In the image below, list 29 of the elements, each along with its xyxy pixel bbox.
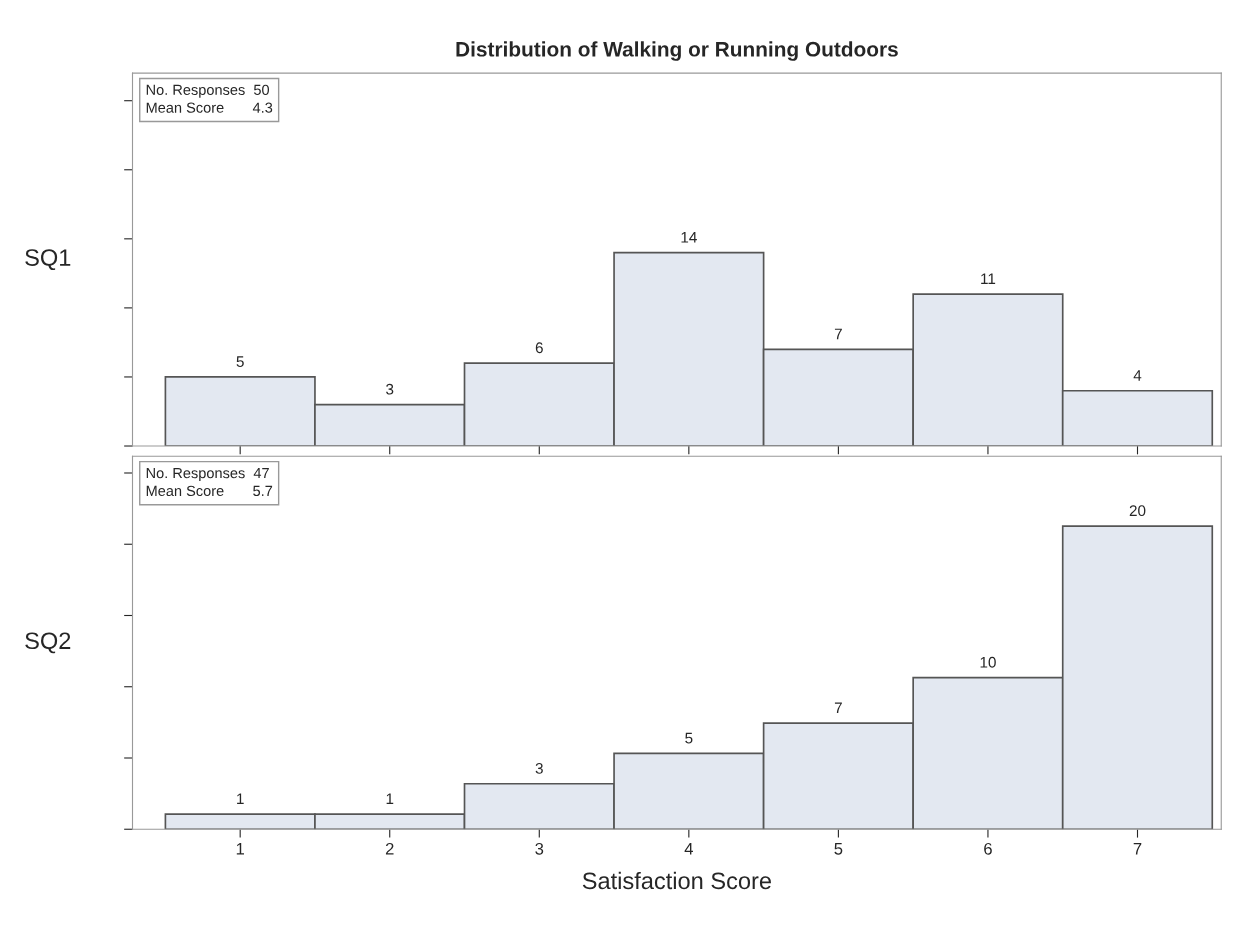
x-axis-title: Satisfaction Score: [582, 871, 771, 890]
data-label: 11: [981, 273, 996, 284]
data-label: 14: [681, 232, 697, 243]
data-label: 6: [535, 342, 543, 354]
data-label: 4: [1133, 370, 1142, 381]
data-label: 10: [980, 656, 996, 668]
x-tick-label: 6: [984, 842, 992, 855]
chart-title: Distribution of Walking or Running Outdoors: [456, 41, 898, 61]
data-label: 7: [834, 702, 842, 714]
data-label: 3: [535, 762, 543, 774]
data-label: 1: [237, 793, 244, 804]
x-tick-label: 7: [1133, 843, 1142, 855]
data-label: 3: [386, 383, 394, 395]
y-axis-title: SQ1: [25, 249, 71, 271]
annotation: No. Responses 50: [146, 84, 270, 98]
data-label: 1: [386, 793, 394, 804]
annotation: Mean Score 4.3: [146, 102, 273, 113]
y-axis-title: SQ2: [25, 632, 71, 654]
data-label: 5: [236, 356, 244, 367]
x-tick-label: 3: [535, 842, 544, 855]
x-tick-label: 5: [834, 843, 843, 855]
x-tick-label: 2: [385, 842, 394, 855]
data-label: 20: [1129, 505, 1146, 517]
data-label: 5: [685, 732, 693, 744]
annotation: Mean Score 5.7: [146, 485, 273, 497]
data-label: 7: [834, 328, 842, 340]
annotation: No. Responses 47: [146, 468, 269, 482]
x-tick-label: 1: [236, 843, 244, 855]
x-tick-label: 4: [684, 843, 693, 855]
